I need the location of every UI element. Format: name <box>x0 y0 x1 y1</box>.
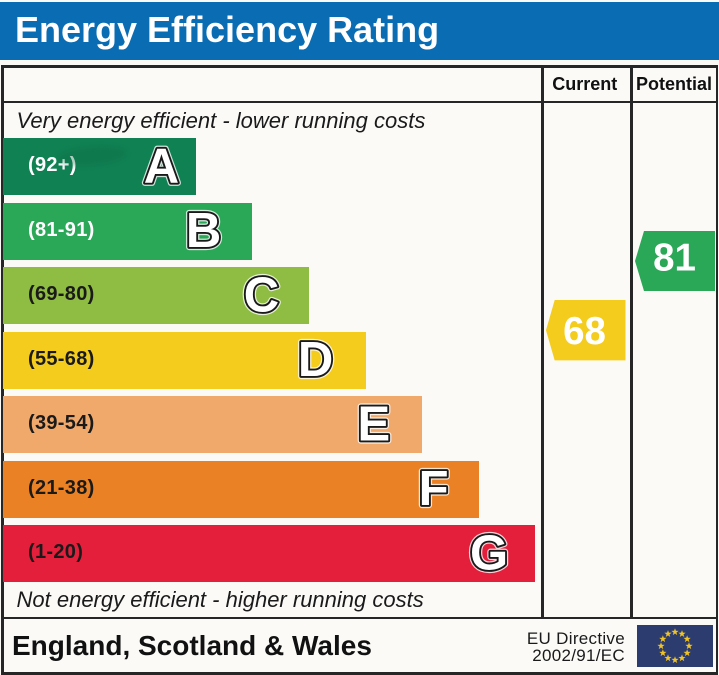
svg-text:A: A <box>144 139 179 193</box>
svg-text:F: F <box>419 462 449 516</box>
svg-text:B: B <box>186 204 221 258</box>
svg-text:C: C <box>244 268 279 322</box>
svg-text:A: A <box>144 139 179 193</box>
svg-text:81: 81 <box>653 237 696 280</box>
svg-text:D: D <box>298 333 333 387</box>
svg-text:C: C <box>244 268 279 322</box>
svg-text:G: G <box>470 526 508 580</box>
svg-text:E: E <box>357 397 390 451</box>
svg-text:F: F <box>419 462 449 516</box>
svg-text:E: E <box>357 397 390 451</box>
svg-text:G: G <box>470 526 508 580</box>
svg-text:B: B <box>186 204 221 258</box>
svg-text:D: D <box>298 333 333 387</box>
svg-text:68: 68 <box>563 310 606 353</box>
